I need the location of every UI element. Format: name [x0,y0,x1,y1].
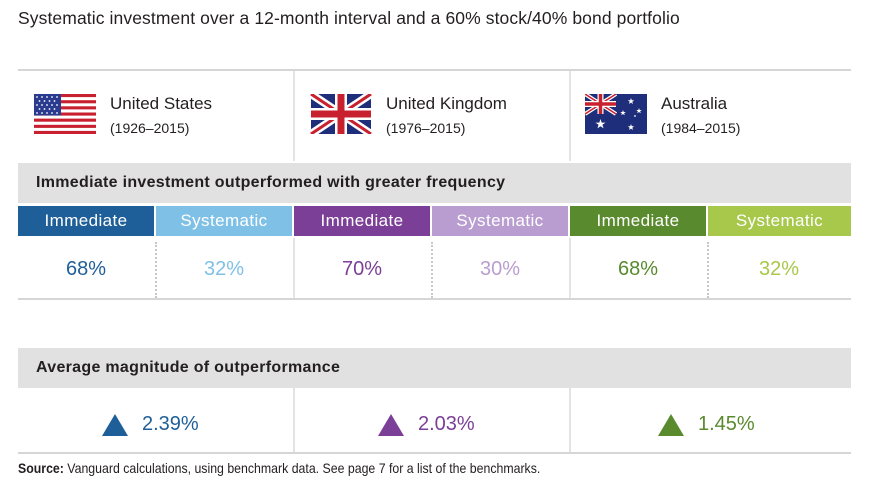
header-us-immediate: Immediate [18,206,154,236]
header-uk-immediate: Immediate [294,206,430,236]
column-divider [569,71,571,161]
header-uk-systematic: Systematic [432,206,568,236]
column-divider [569,238,571,298]
column-divider [293,238,295,298]
source-text: Vanguard calculations, using benchmark d… [63,460,541,476]
us-systematic-value: 32% [203,258,245,280]
up-triangle-icon [378,414,404,436]
magnitude-band-label: Average magnitude of outperformance [36,359,341,376]
australia-flag-icon [585,94,647,134]
uk-flag-icon [310,94,372,134]
country-header-uk: United Kingdom (1976–2015) [310,92,560,148]
header-au-immediate: Immediate [570,206,706,236]
header-us-systematic: Systematic [156,206,292,236]
dotted-divider [155,242,157,298]
us-magnitude-value: 2.39% [142,413,199,435]
up-triangle-icon [658,414,684,436]
country-name: United States [110,94,213,113]
us-flag-icon [34,94,96,134]
au-systematic-value: 32% [758,258,800,280]
frequency-band-label: Immediate investment outperformed with g… [36,174,506,191]
column-divider [293,388,295,452]
page-title: Systematic investment over a 12-month in… [18,8,680,28]
source-note: Source: Vanguard calculations, using ben… [18,460,540,476]
top-rule [18,69,851,71]
country-name: United Kingdom [386,94,507,113]
country-years: (1926–2015) [110,120,190,136]
frequency-bottom-rule [18,298,851,300]
country-header-australia: Australia (1984–2015) [585,92,835,148]
us-immediate-value: 68% [65,258,107,280]
source-label: Source: [18,460,64,476]
country-years: (1976–2015) [386,120,466,136]
uk-magnitude-value: 2.03% [418,413,475,435]
frequency-band: Immediate investment outperformed with g… [18,163,851,203]
uk-systematic-value: 30% [479,258,521,280]
country-name: Australia [661,94,728,113]
magnitude-band: Average magnitude of outperformance [18,348,851,388]
dotted-divider [431,242,433,298]
country-years: (1984–2015) [661,120,741,136]
au-immediate-value: 68% [617,258,659,280]
header-au-systematic: Systematic [708,206,851,236]
uk-immediate-value: 70% [341,258,383,280]
country-header-us: United States (1926–2015) [34,92,284,148]
au-magnitude-value: 1.45% [698,413,755,435]
up-triangle-icon [102,414,128,436]
dotted-divider [707,242,709,298]
column-divider [293,71,295,161]
magnitude-bottom-rule [18,452,851,454]
column-divider [569,388,571,452]
